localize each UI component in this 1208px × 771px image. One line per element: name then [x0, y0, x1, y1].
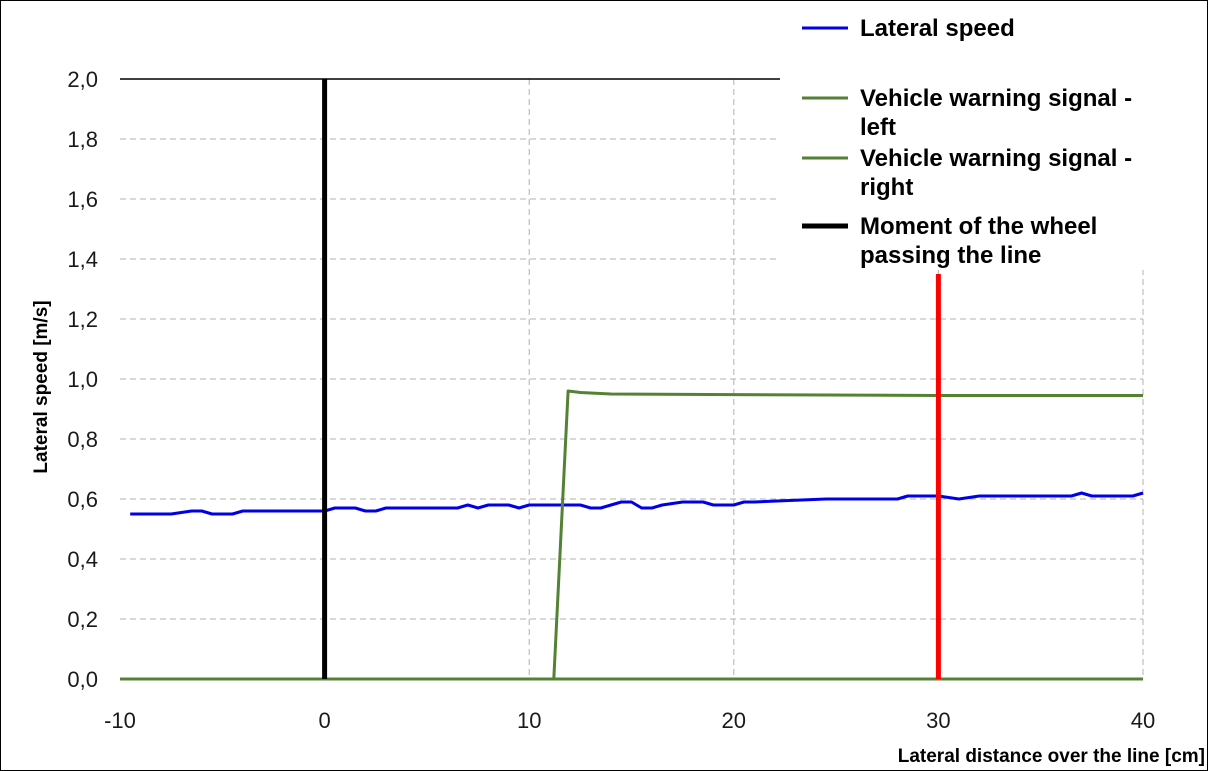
series-lines — [120, 79, 1144, 681]
legend-label: Vehicle warning signal - — [860, 145, 1132, 172]
y-tick-label: 0,6 — [67, 487, 98, 512]
x-tick-label: 30 — [926, 708, 950, 733]
tick-labels: 0,0 0,2 0,4 0,6 0,8 1,0 1,2 1,4 1,6 1,8 2,0 -10 0 10 2… — [67, 67, 1155, 733]
x-tick-label: 0 — [318, 708, 330, 733]
y-tick-label: 1,8 — [67, 127, 98, 152]
y-tick-label: 0,2 — [67, 607, 98, 632]
y-tick-label: 0,8 — [67, 427, 98, 452]
y-tick-label: 1,0 — [67, 367, 98, 392]
legend-item: Vehicle warning signal -right — [802, 145, 1132, 201]
x-tick-label: 10 — [517, 708, 541, 733]
y-tick-label: 1,2 — [67, 307, 98, 332]
legend-item: Lateral speed — [802, 15, 1015, 42]
legend-background — [780, 8, 1200, 270]
legend-label: left — [860, 114, 896, 141]
y-tick-label: 2,0 — [67, 67, 98, 92]
legend-label: Moment of the wheel — [860, 213, 1097, 240]
legend-label: right — [860, 174, 913, 201]
legend-label: Vehicle warning signal - — [860, 85, 1132, 112]
x-tick-label: 40 — [1131, 708, 1155, 733]
x-tick-label: -10 — [104, 708, 136, 733]
y-tick-label: 0,4 — [67, 547, 98, 572]
legend-label: passing the line — [860, 242, 1041, 269]
y-axis-title: Lateral speed [m/s] — [31, 300, 52, 473]
x-tick-label: 20 — [722, 708, 746, 733]
y-tick-label: 1,6 — [67, 187, 98, 212]
legend-item: Vehicle warning signal -left — [802, 85, 1132, 141]
y-tick-label: 1,4 — [67, 247, 98, 272]
series-lateral-speed — [130, 491, 1144, 516]
series-vehicle-warning-signal-left — [120, 389, 1143, 681]
legend-label: Lateral speed — [860, 15, 1015, 42]
y-tick-label: 0,0 — [67, 667, 98, 692]
x-axis-title: Lateral distance over the line [cm] — [898, 746, 1205, 767]
